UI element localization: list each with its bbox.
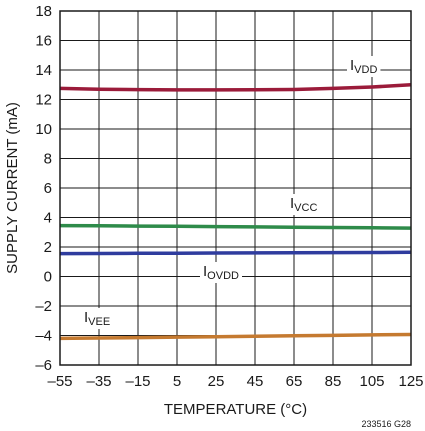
x-tick-label: 5	[173, 373, 181, 390]
x-tick-label: –55	[47, 373, 72, 390]
y-tick-label: –2	[35, 298, 52, 315]
series-line-ivee	[59, 332, 412, 341]
series-line-ivcc	[59, 223, 412, 230]
series-lines	[59, 83, 412, 341]
series-labels: IVDD IVCC IOVDD IVEE	[81, 56, 381, 329]
y-tick-label: 2	[44, 239, 52, 256]
y-tick-label: 10	[35, 121, 52, 138]
series-label-backing	[287, 194, 321, 215]
x-tick-label: 45	[247, 373, 264, 390]
y-tick-label: 4	[44, 210, 52, 227]
figure-code: 233516 G28	[361, 419, 411, 429]
y-tick-labels: –6 –4 –2 0 2 4 6 8 10 12 14 16 18	[35, 3, 52, 374]
x-axis-label: TEMPERATURE (°C)	[164, 401, 307, 418]
grid	[60, 11, 411, 365]
plot-frame	[59, 10, 412, 366]
series-line-ivdd	[59, 83, 412, 92]
x-tick-label: 85	[325, 373, 342, 390]
series-label-iovdd: IOVDD	[203, 263, 239, 282]
y-axis-label: SUPPLY CURRENT (mA)	[4, 102, 21, 274]
y-tick-label: 6	[44, 180, 52, 197]
series-label-backing	[81, 308, 114, 329]
y-tick-label: 8	[44, 151, 52, 168]
y-tick-label: 16	[35, 33, 52, 50]
x-tick-label: 105	[359, 373, 384, 390]
series-label-backing	[200, 262, 243, 283]
series-label-backing	[347, 56, 381, 77]
x-tick-label: –35	[86, 373, 111, 390]
y-tick-label: 18	[35, 3, 52, 20]
series-line-iovdd	[59, 250, 412, 256]
x-tick-label: –15	[125, 373, 150, 390]
series-label-ivee: IVEE	[84, 309, 110, 328]
y-tick-label: 14	[35, 62, 52, 79]
series-label-ivcc: IVCC	[290, 195, 317, 214]
y-tick-label: –6	[35, 357, 52, 374]
y-tick-label: –4	[35, 328, 52, 345]
x-tick-label: 125	[398, 373, 423, 390]
y-tick-label: 0	[44, 269, 52, 286]
y-tick-label: 12	[35, 92, 52, 109]
x-tick-labels: –55 –35 –15 5 25 45 65 85 105 125	[47, 373, 423, 390]
x-tick-label: 65	[286, 373, 303, 390]
series-label-ivdd: IVDD	[350, 57, 377, 76]
x-tick-label: 25	[208, 373, 225, 390]
